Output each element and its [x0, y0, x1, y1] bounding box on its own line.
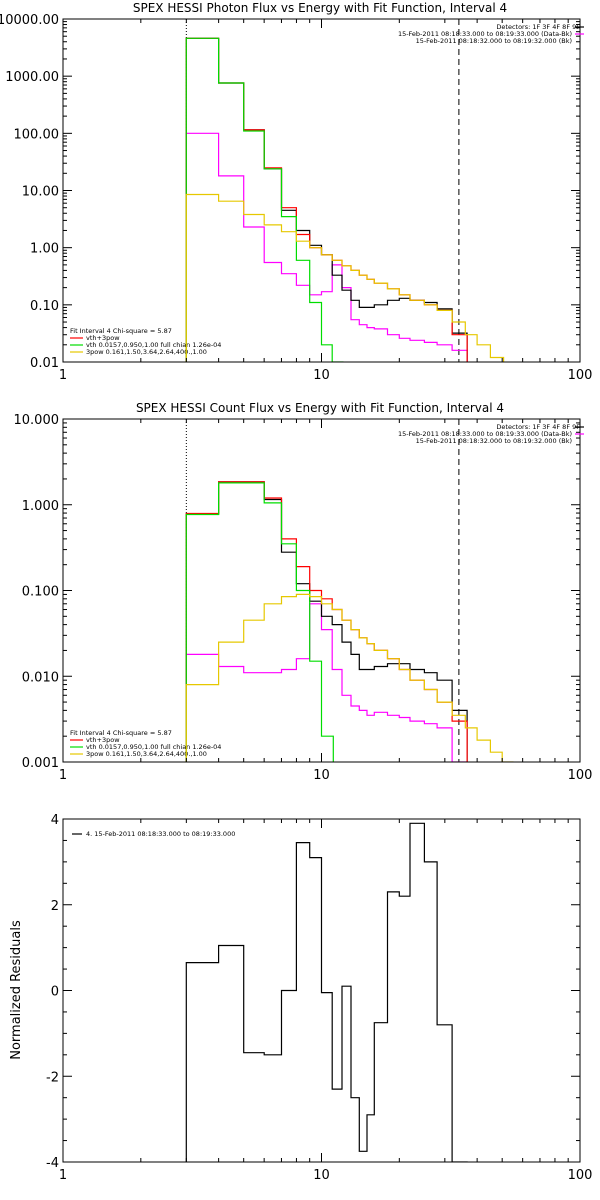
photon-fit-line: vth 0.0157,0.950,1.00 full chian 1.26e-0…: [86, 341, 221, 349]
photon-powerlaw-series-line: [185, 193, 505, 362]
residuals-legend: 4. 15-Feb-2011 08:18:33.000 to 08:19:33.…: [86, 830, 235, 838]
count-x-tick-label: 100: [568, 768, 593, 783]
photon-header-line: 15-Feb-2011 08:18:33.000 to 08:19:33.000…: [398, 30, 572, 38]
residuals-x-tick-label: 100: [568, 1168, 593, 1183]
count-fit-line: 3pow 0.161,1.50,3.64,2.64,400.,1.00: [86, 750, 207, 758]
residuals-y-tick-label: 0: [51, 985, 59, 1000]
photon-y-tick-label: 100.00: [14, 127, 60, 142]
count-x-tick-label: 10: [313, 768, 330, 783]
photon-background-series-line: [185, 132, 468, 362]
count-y-tick-label: 0.100: [22, 585, 59, 600]
count-header-line: 15-Feb-2011 08:18:32.000 to 08:19:32.000…: [416, 437, 572, 445]
count-x-tick-label: 1: [59, 768, 67, 783]
residuals-panel: Normalized Residuals 4. 15-Feb-2011 08:1…: [9, 813, 592, 1183]
count-y-tick-label: 10.000: [14, 413, 60, 428]
count-y-tick-label: 0.010: [22, 670, 59, 685]
photon-y-tick-label: 10000.00: [0, 13, 59, 28]
count-header-line: 15-Feb-2011 08:18:33.000 to 08:19:33.000…: [398, 430, 572, 438]
count-y-tick-label: 1.000: [22, 499, 59, 514]
residuals-x-tick-label: 10: [313, 1168, 330, 1183]
residuals-ylabel: Normalized Residuals: [9, 920, 24, 1060]
count-thermal-series-line: [185, 482, 334, 762]
count-background-series-line: [185, 603, 468, 762]
photon-y-tick-label: 1.00: [30, 242, 59, 257]
photon-y-tick-label: 0.10: [30, 299, 59, 314]
photon-x-tick-label: 1: [59, 368, 67, 383]
photon-header-line: Detectors: 1F 3F 4F 8F 9F: [496, 23, 580, 31]
count-flux-title: SPEX HESSI Count Flux vs Energy with Fit…: [136, 401, 504, 415]
photon-x-tick-label: 10: [313, 368, 330, 383]
photon-fit-line: vth+3pow: [86, 334, 120, 342]
residuals-y-tick-label: -4: [46, 1156, 59, 1171]
count-powerlaw-series-line: [185, 593, 514, 762]
residuals-y-tick-label: 4: [51, 813, 59, 828]
photon-flux-panel: SPEX HESSI Photon Flux vs Energy with Fi…: [0, 1, 592, 383]
photon-y-tick-label: 10.00: [22, 185, 59, 200]
residuals-y-tick-label: -2: [46, 1070, 59, 1085]
count-flux-panel: SPEX HESSI Count Flux vs Energy with Fit…: [14, 401, 593, 783]
photon-thermal-series-line: [185, 37, 344, 362]
count-y-tick-label: 0.001: [22, 756, 59, 771]
photon-y-tick-label: 0.01: [30, 356, 59, 371]
count-fit-line: vth 0.0157,0.950,1.00 full chian 1.26e-0…: [86, 743, 221, 751]
residuals-x-tick-label: 1: [59, 1168, 67, 1183]
residuals-data-series-line: [185, 822, 468, 1162]
count-fit-line: Fit Interval 4 Chi-square = 5.87: [70, 729, 172, 737]
photon-fit-line: 3pow 0.161,1.50,3.64,2.64,400.,1.00: [86, 348, 207, 356]
photon-y-tick-label: 1000.00: [5, 70, 59, 85]
photon-fit-line: Fit Interval 4 Chi-square = 5.87: [70, 327, 172, 335]
photon-header-line: 15-Feb-2011 08:18:32.000 to 08:19:32.000…: [416, 37, 572, 45]
photon-flux-title: SPEX HESSI Photon Flux vs Energy with Fi…: [133, 1, 507, 15]
residuals-y-tick-label: 2: [51, 899, 59, 914]
count-fit-line: vth+3pow: [86, 736, 120, 744]
photon-x-tick-label: 100: [568, 368, 593, 383]
count-header-line: Detectors: 1F 3F 4F 8F 9F: [496, 423, 580, 431]
count-data-series-line: [185, 481, 468, 762]
